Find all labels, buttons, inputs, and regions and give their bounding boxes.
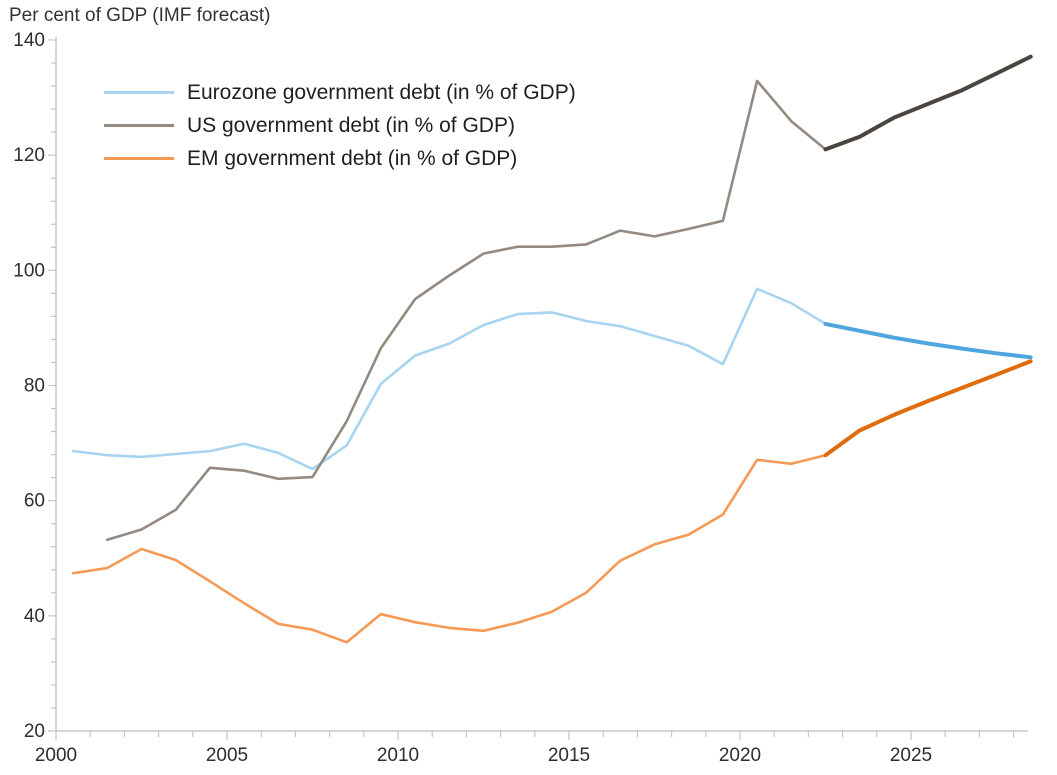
legend: Eurozone government debt (in % of GDP) U… — [104, 76, 576, 175]
series-line-em-history — [71, 453, 827, 644]
y-axis-label: 20 — [24, 721, 45, 742]
x-axis-label: 2020 — [719, 745, 761, 766]
legend-item-eurozone: Eurozone government debt (in % of GDP) — [104, 76, 576, 109]
legend-item-us: US government debt (in % of GDP) — [104, 109, 576, 142]
x-axis-label: 2015 — [548, 745, 590, 766]
series-line-em-forecast — [823, 359, 1033, 458]
x-axis-label: 2005 — [206, 745, 248, 766]
y-axis-label: 100 — [13, 260, 45, 281]
legend-label-em: EM government debt (in % of GDP) — [187, 146, 518, 170]
y-axis-label: 80 — [24, 376, 45, 397]
series-line-eurozone-history — [71, 287, 827, 471]
legend-line-swatch-us — [104, 124, 174, 127]
y-axis-label: 140 — [13, 30, 45, 51]
series-line-us-forecast — [823, 54, 1033, 152]
y-axis-label: 120 — [13, 145, 45, 166]
y-axis-label: 40 — [24, 606, 45, 627]
legend-item-em: EM government debt (in % of GDP) — [104, 142, 576, 175]
legend-line-swatch-eurozone — [104, 91, 174, 94]
legend-label-eurozone: Eurozone government debt (in % of GDP) — [187, 80, 576, 104]
x-axis-label: 2010 — [377, 745, 419, 766]
chart-title: Per cent of GDP (IMF forecast) — [9, 5, 271, 26]
series-line-eurozone-forecast — [823, 321, 1033, 360]
legend-line-swatch-em — [104, 157, 174, 160]
y-axis-label: 60 — [24, 491, 45, 512]
x-axis-label: 2000 — [35, 745, 77, 766]
legend-label-us: US government debt (in % of GDP) — [187, 113, 515, 137]
x-axis-label: 2025 — [890, 745, 932, 766]
series-line-us-history — [106, 79, 827, 542]
